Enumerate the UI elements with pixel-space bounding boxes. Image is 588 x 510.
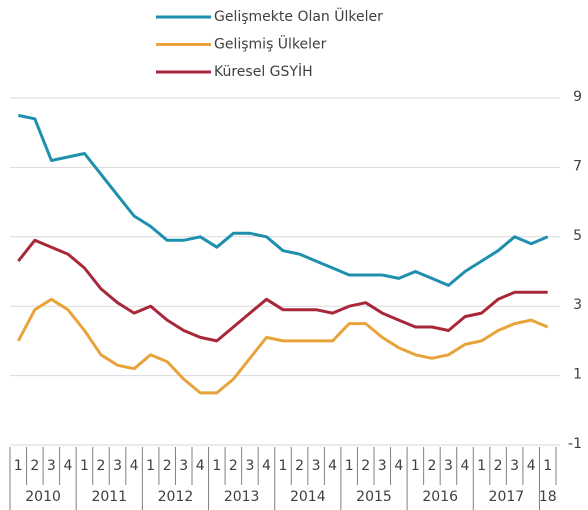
x-tick-label: 2 [163, 458, 172, 474]
x-tick-label: 2 [494, 458, 503, 474]
y-tick-label: -1 [568, 436, 582, 452]
x-tick-label: 2 [295, 458, 304, 474]
y-tick-label: 9 [573, 89, 582, 105]
x-tick-label: 1 [345, 458, 354, 474]
y-tick-label: 7 [573, 158, 582, 174]
x-tick-label: 2 [361, 458, 370, 474]
x-tick-label: 4 [130, 458, 139, 474]
legend-label: Gelişmiş Ülkeler [214, 35, 327, 53]
x-tick-label: 4 [461, 458, 470, 474]
year-label: 2010 [25, 489, 61, 505]
year-label: 2016 [422, 489, 458, 505]
x-tick-label: 3 [179, 458, 188, 474]
x-tick-label: 3 [510, 458, 519, 474]
year-label: 18 [539, 489, 557, 505]
series-line [17, 238, 548, 343]
x-tick-label: 3 [47, 458, 56, 474]
year-label: 2011 [91, 489, 127, 505]
year-label: 2013 [224, 489, 260, 505]
x-tick-label: 4 [196, 458, 205, 474]
x-tick-label: 3 [113, 458, 122, 474]
y-tick-label: 3 [573, 297, 582, 313]
series-line [17, 113, 549, 287]
x-tick-label: 1 [543, 458, 552, 474]
x-tick-label: 4 [394, 458, 403, 474]
year-label: 2014 [290, 489, 326, 505]
x-tick-label: 2 [229, 458, 238, 474]
x-tick-label: 3 [312, 458, 321, 474]
x-tick-label: 1 [477, 458, 486, 474]
legend-label: Gelişmekte Olan Ülkeler [214, 7, 383, 25]
x-tick-label: 2 [30, 458, 39, 474]
x-tick-label: 4 [262, 458, 271, 474]
x-tick-label: 4 [527, 458, 536, 474]
x-tick-label: 2 [427, 458, 436, 474]
x-tick-label: 3 [444, 458, 453, 474]
year-label: 2012 [158, 489, 194, 505]
x-tick-label: 4 [328, 458, 337, 474]
series-line [16, 297, 549, 395]
legend-label: Küresel GSYİH [214, 62, 313, 80]
year-label: 2017 [489, 489, 525, 505]
y-tick-label: 5 [573, 228, 582, 244]
x-tick-label: 1 [279, 458, 288, 474]
x-tick-label: 1 [14, 458, 23, 474]
y-tick-label: 1 [573, 367, 582, 383]
x-tick-label: 4 [63, 458, 72, 474]
x-tick-label: 3 [378, 458, 387, 474]
x-tick-label: 1 [411, 458, 420, 474]
x-tick-label: 1 [80, 458, 89, 474]
x-tick-label: 3 [245, 458, 254, 474]
x-tick-label: 2 [97, 458, 106, 474]
year-label: 2015 [356, 489, 392, 505]
x-tick-label: 1 [146, 458, 155, 474]
x-tick-label: 1 [212, 458, 221, 474]
